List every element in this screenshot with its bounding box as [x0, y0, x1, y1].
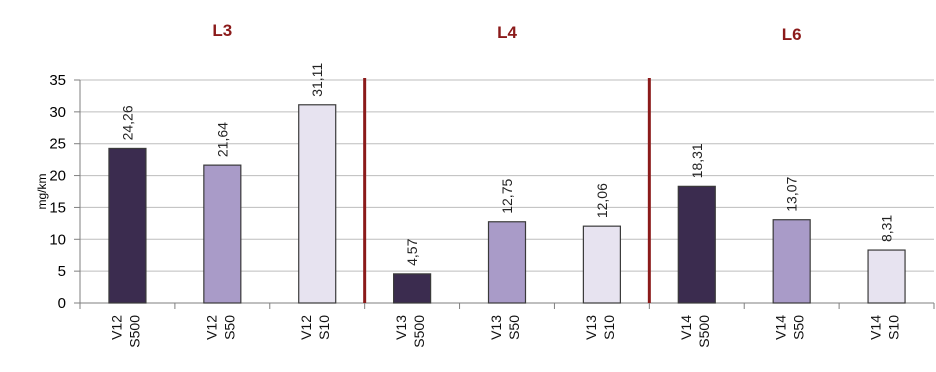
y-tick-label: 25 — [49, 136, 66, 153]
x-tick-label: S500 — [126, 315, 142, 348]
x-tick-label: V14 — [868, 315, 884, 340]
x-tick-label: V14 — [773, 315, 789, 340]
x-tick-label: V12 — [203, 315, 219, 340]
data-label: 18,31 — [689, 143, 705, 178]
x-tick-label: S10 — [886, 315, 902, 340]
x-tick-label: V14 — [678, 315, 694, 340]
x-tick-label: S10 — [601, 315, 617, 340]
data-label: 8,31 — [879, 215, 895, 242]
y-tick-label: 0 — [58, 295, 66, 312]
x-tick-label: S50 — [506, 315, 522, 340]
bar — [772, 219, 811, 304]
x-tick-label: V13 — [583, 315, 599, 340]
bar — [203, 164, 242, 304]
y-tick-label: 20 — [49, 168, 66, 185]
y-axis-label: mg/km — [35, 173, 49, 209]
bar — [867, 249, 906, 304]
data-label: 21,64 — [214, 122, 230, 157]
group-title: L3 — [212, 21, 232, 40]
group-title: L6 — [782, 25, 802, 44]
x-tick-label: V12 — [298, 315, 314, 340]
x-tick-label: S50 — [221, 315, 237, 340]
data-label: 4,57 — [404, 238, 420, 265]
y-tick-label: 10 — [49, 231, 66, 248]
x-tick-label: V13 — [393, 315, 409, 340]
bar — [487, 221, 527, 304]
x-tick-label: S500 — [696, 315, 712, 348]
data-label: 12,06 — [594, 183, 610, 218]
bar — [677, 185, 716, 304]
x-tick-label: S500 — [411, 315, 427, 348]
y-tick-label: 5 — [58, 263, 66, 280]
x-tick-label: V12 — [108, 315, 124, 340]
data-label: 13,07 — [784, 176, 800, 211]
y-tick-label: 30 — [49, 104, 66, 121]
data-label: 12,75 — [499, 179, 515, 214]
bar — [108, 147, 147, 304]
group-title: L4 — [497, 23, 517, 42]
data-label: 24,26 — [119, 105, 135, 140]
x-tick-label: S10 — [316, 315, 332, 340]
x-tick-label: S50 — [791, 315, 807, 340]
data-label: 31,11 — [309, 63, 325, 97]
y-tick-label: 15 — [49, 199, 66, 216]
x-tick-label: V13 — [488, 315, 504, 340]
y-tick-label: 35 — [49, 72, 66, 89]
bar — [298, 104, 337, 304]
bar — [582, 225, 621, 304]
bar — [393, 273, 432, 304]
